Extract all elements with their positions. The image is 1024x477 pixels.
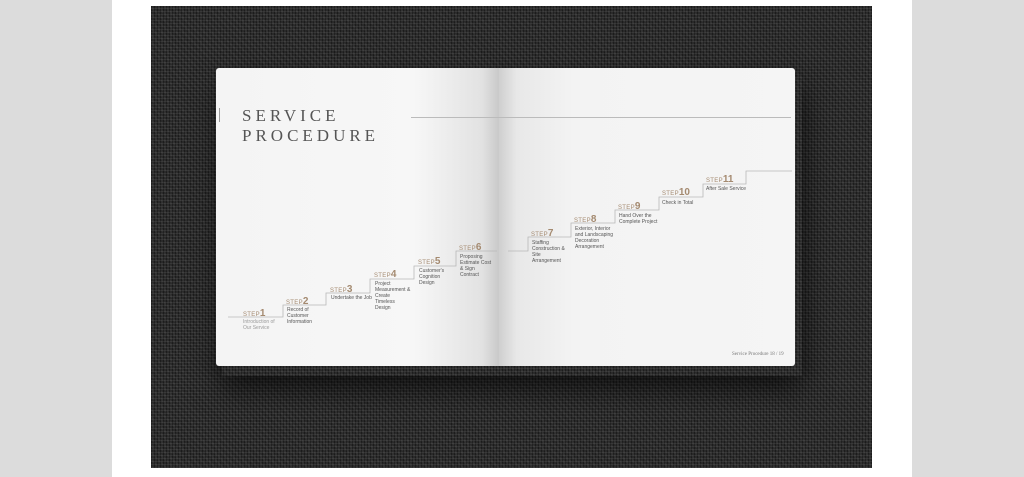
step-word: STEP bbox=[243, 312, 260, 318]
step-word: STEP bbox=[418, 260, 435, 266]
step-number: 11 bbox=[722, 174, 734, 185]
step-9-label: Hand Over the Complete Project bbox=[619, 213, 658, 225]
step-7-label: Staffing Construction & Site Arrangement bbox=[532, 240, 565, 264]
step-5-label: Customer's Cognition Design bbox=[419, 268, 445, 286]
step-number: 1 bbox=[259, 308, 266, 319]
step-number: 7 bbox=[547, 228, 554, 239]
step-11-heading: STEP11 bbox=[706, 173, 733, 186]
step-3-heading: STEP3 bbox=[330, 283, 352, 296]
step-number: 6 bbox=[475, 242, 482, 253]
step-number: 4 bbox=[390, 269, 397, 280]
step-6-label: Proposing Estimate Cost & Sign Contract bbox=[460, 254, 492, 278]
title-marker bbox=[219, 108, 220, 122]
step-4-heading: STEP4 bbox=[374, 268, 396, 281]
step-10-label: Check in Total bbox=[662, 200, 694, 206]
page-title: SERVICE PROCEDURE bbox=[242, 106, 379, 146]
step-4-label: Project Measurement & Create Timeless De… bbox=[375, 281, 411, 311]
step-word: STEP bbox=[286, 300, 303, 306]
step-word: STEP bbox=[574, 218, 591, 224]
step-1-heading: STEP1 bbox=[243, 307, 265, 320]
step-9-heading: STEP9 bbox=[618, 200, 640, 213]
title-line-1: SERVICE bbox=[242, 106, 340, 125]
step-word: STEP bbox=[374, 273, 391, 279]
step-2-label: Record of Customer Information bbox=[287, 307, 313, 325]
step-word: STEP bbox=[459, 246, 476, 252]
step-1-label: Introduction of Our Service bbox=[243, 319, 275, 331]
step-3-label: Undertake the Job bbox=[331, 295, 372, 301]
step-number: 9 bbox=[634, 201, 641, 212]
step-word: STEP bbox=[618, 205, 635, 211]
step-word: STEP bbox=[330, 288, 347, 294]
step-number: 8 bbox=[590, 214, 597, 225]
step-word: STEP bbox=[531, 232, 548, 238]
step-6-heading: STEP6 bbox=[459, 241, 481, 254]
step-2-heading: STEP2 bbox=[286, 295, 308, 308]
step-number: 10 bbox=[678, 187, 690, 198]
step-7-heading: STEP7 bbox=[531, 227, 553, 240]
step-8-heading: STEP8 bbox=[574, 213, 596, 226]
page-footer: Service Procedure 18 / 19 bbox=[732, 352, 784, 357]
step-number: 2 bbox=[302, 296, 309, 307]
step-11-label: After Sale Service bbox=[706, 186, 747, 192]
step-8-label: Exterior, Interior and Landscaping Decor… bbox=[575, 226, 614, 250]
step-number: 3 bbox=[346, 284, 353, 295]
step-word: STEP bbox=[706, 178, 723, 184]
step-word: STEP bbox=[662, 191, 679, 197]
step-5-heading: STEP5 bbox=[418, 255, 440, 268]
step-10-heading: STEP10 bbox=[662, 186, 690, 199]
step-number: 5 bbox=[434, 256, 441, 267]
title-line-2: PROCEDURE bbox=[242, 126, 380, 145]
title-rule bbox=[411, 117, 791, 118]
